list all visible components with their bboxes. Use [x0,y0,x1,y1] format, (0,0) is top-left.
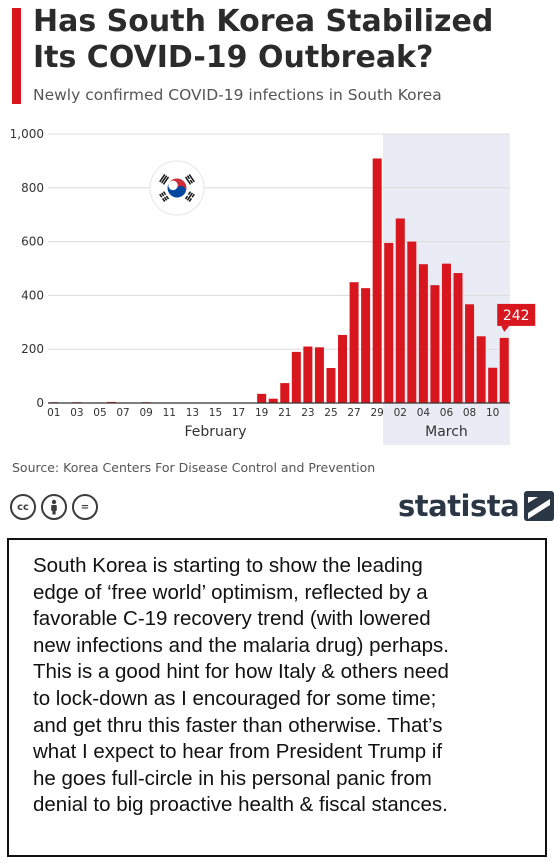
x-tick-label: 25 [324,407,337,419]
statista-logo-icon [524,491,554,521]
bar [291,351,301,403]
bar [418,264,428,403]
comment-line: he goes full-circle in his personal pani… [33,766,432,790]
comment-line: edge of ‘free world’ optimism, reflected… [33,580,428,604]
callout-pointer [501,325,510,332]
bar [476,336,486,403]
comment-text: South Korea is starting to show the lead… [33,553,529,819]
callout-badge [497,303,536,326]
bar [314,347,324,403]
by-icon [41,494,67,520]
license-icons: cc = [10,494,98,520]
x-tick-label: 29 [370,407,383,419]
callout-value: 242 [503,308,530,324]
bar [326,368,336,403]
bars [49,158,509,403]
x-tick-label: 13 [186,407,199,419]
bar [407,241,417,403]
bar [349,282,359,403]
nd-icon: = [72,494,98,520]
comment-line: favorable C-19 recovery trend (with lowe… [33,607,431,631]
bar [257,393,267,403]
x-tick-label: 21 [278,407,291,419]
comment-line: to lock-down as I encouraged for some ti… [33,686,437,710]
bar [372,158,382,403]
comment-box: South Korea is starting to show the lead… [7,538,547,857]
bar [441,263,451,403]
bar [499,337,509,403]
x-tick-label: 19 [255,407,268,419]
x-tick-label: 02 [394,407,407,419]
x-tick-label: 10 [486,407,499,419]
comment-line: what I expect to hear from President Tru… [33,740,443,764]
bar [280,383,290,403]
month-label: March [425,424,468,440]
comment-line: new infections and the malaria drug) per… [33,633,449,657]
bar [303,346,313,403]
y-tick-label: 800 [21,181,44,195]
x-tick-label: 05 [93,407,106,419]
x-tick-label: 23 [301,407,314,419]
bar [395,218,405,403]
x-axis-ticks: 01 03 05 07 09 11 13 15 17 19 21 23 25 27 29 02 04 06 08 10 [47,407,499,419]
bar [430,285,440,403]
cc-icon: cc [10,494,36,520]
bar [361,288,371,403]
comment-line: denial to big proactive health & fiscal … [33,793,448,817]
title-accent-bar [12,8,21,104]
bar [268,398,278,403]
south-korea-flag-icon [149,160,205,216]
x-tick-label: 27 [347,407,360,419]
x-tick-label: 07 [116,407,129,419]
y-tick-label: 200 [21,342,44,356]
x-tick-label: 01 [47,407,60,419]
comment-line: and get thru this faster than otherwise.… [33,713,443,737]
x-tick-label: 08 [463,407,476,419]
y-axis-ticks: 0 200 400 600 800 1,000 [10,127,44,410]
y-tick-label: 400 [21,288,44,302]
bar [453,273,463,403]
statista-logo[interactable]: statista [398,489,554,523]
last-value-callout: 242 [497,303,536,332]
month-label: February [184,424,246,440]
bar [488,367,498,403]
source-note: Source: Korea Centers For Disease Contro… [12,460,376,475]
x-tick-label: 03 [70,407,83,419]
x-tick-label: 09 [139,407,152,419]
bar [338,334,348,403]
chart-subtitle: Newly confirmed COVID-19 infections in S… [33,86,442,104]
brand-name: statista [398,489,520,523]
chart-title: Has South Korea Stabilized Its COVID-19 … [33,4,494,75]
y-tick-label: 1,000 [10,127,44,141]
x-tick-label: 15 [209,407,222,419]
x-tick-label: 06 [440,407,454,419]
x-tick-label: 17 [232,407,245,419]
bar [384,242,394,403]
comment-line: This is a good hint for how Italy & othe… [33,660,449,684]
month-labels: February March [184,424,467,440]
bar-chart: 0 200 400 600 800 1,000 01 03 05 07 09 11 13 15 17 19 2… [10,127,536,445]
y-tick-label: 0 [36,396,44,410]
bar [465,304,475,403]
comment-line: South Korea is starting to show the lead… [33,554,423,577]
y-tick-label: 600 [21,235,44,249]
x-tick-label: 11 [163,407,176,419]
x-tick-label: 04 [417,407,431,419]
